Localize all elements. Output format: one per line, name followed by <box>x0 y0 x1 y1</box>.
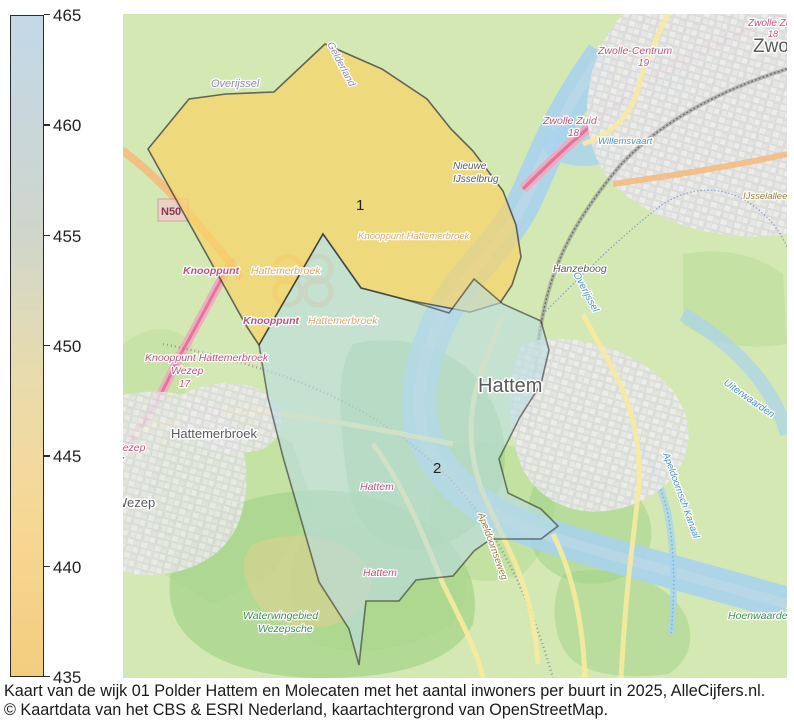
svg-text:17: 17 <box>179 379 191 390</box>
svg-text:Waterwingebied: Waterwingebied <box>243 610 319 622</box>
svg-text:18: 18 <box>768 29 778 39</box>
svg-text:Wezep: Wezep <box>171 365 204 377</box>
svg-text:Wezepsche: Wezepsche <box>258 623 313 635</box>
svg-text:Hattemerbroek: Hattemerbroek <box>308 315 378 327</box>
svg-text:2: 2 <box>433 460 441 477</box>
svg-text:Knooppunt: Knooppunt <box>183 265 239 277</box>
svg-text:Hattem: Hattem <box>363 567 397 579</box>
svg-text:19: 19 <box>638 58 650 69</box>
svg-text:Wezep: Wezep <box>123 442 146 454</box>
svg-text:Zwolle Zuid: Zwolle Zuid <box>747 18 787 29</box>
svg-text:1: 1 <box>356 197 364 214</box>
svg-text:Zwolle Zuid: Zwolle Zuid <box>542 115 598 127</box>
svg-text:N50: N50 <box>161 206 181 218</box>
svg-text:Hattemerbroek: Hattemerbroek <box>251 265 321 277</box>
svg-text:Willemsvaart: Willemsvaart <box>598 136 653 147</box>
svg-text:Knooppunt Hattemerbroek: Knooppunt Hattemerbroek <box>145 352 269 364</box>
svg-text:Overijssel: Overijssel <box>211 78 260 90</box>
svg-text:Hattem: Hattem <box>360 481 394 493</box>
svg-text:Wezep: Wezep <box>123 495 155 510</box>
svg-text:Hattemerbroek: Hattemerbroek <box>171 426 257 441</box>
svg-text:Knooppunt: Knooppunt <box>243 315 299 327</box>
svg-text:Zwolle-Centrum: Zwolle-Centrum <box>597 45 672 57</box>
svg-text:18: 18 <box>568 128 580 139</box>
svg-text:Hoenwaarden: Hoenwaarden <box>728 610 787 622</box>
svg-text:Nieuwe: Nieuwe <box>453 161 487 172</box>
svg-text:Zwolle: Zwolle <box>753 36 787 57</box>
svg-text:IJsselbrug: IJsselbrug <box>453 174 499 185</box>
svg-text:Knooppunt Hattemerbroek: Knooppunt Hattemerbroek <box>358 231 471 242</box>
svg-text:IJsselallee: IJsselallee <box>743 191 787 202</box>
svg-text:Hattem: Hattem <box>478 375 542 397</box>
